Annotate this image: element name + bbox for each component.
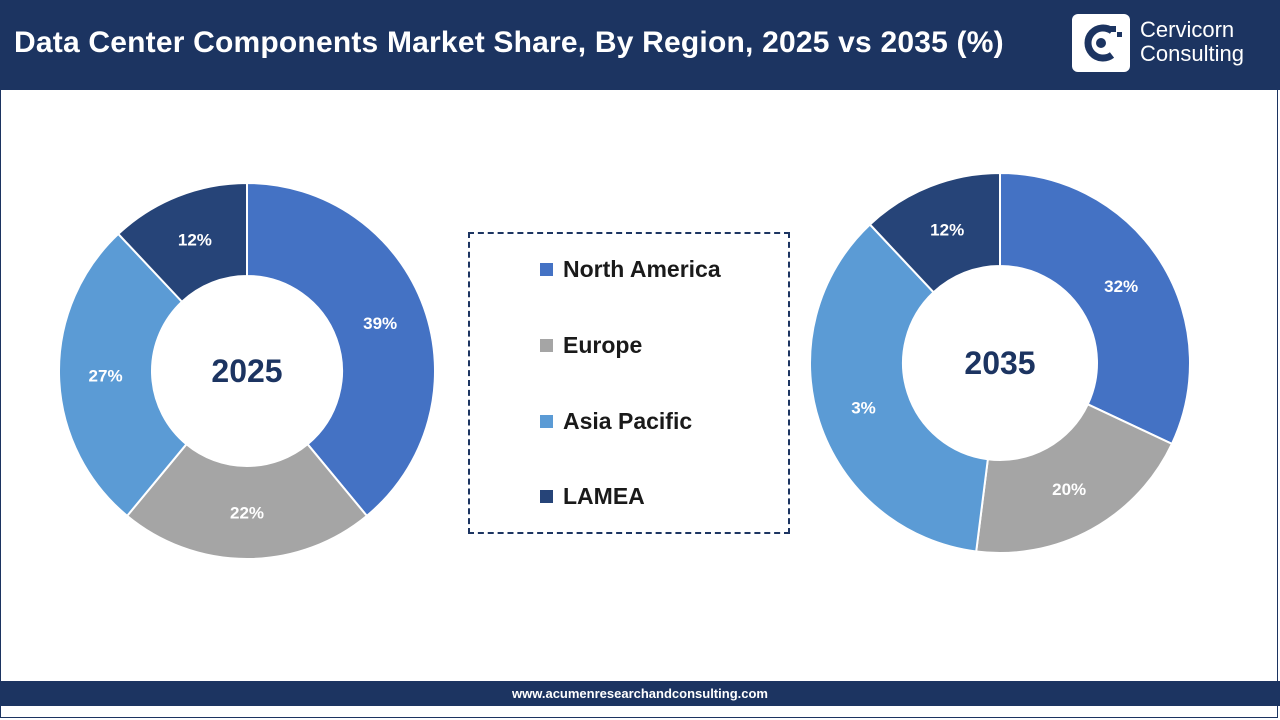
logo-text: Cervicorn Consulting [1140,18,1244,66]
logo-line1: Cervicorn [1140,18,1244,42]
donut-2035-slice-north-america [1000,173,1190,444]
legend-item-asia-pacific: Asia Pacific [540,408,692,435]
donut-2025-label-europe: 22% [230,504,264,523]
page-title: Data Center Components Market Share, By … [14,26,1004,60]
donut-2025-label-north-america: 39% [363,314,397,333]
donut-2025-label-lamea: 12% [178,230,212,249]
donut-2035-label-europe: 20% [1052,480,1086,499]
logo-line2: Consulting [1140,42,1244,66]
donut-2025-center-label: 2025 [211,353,282,389]
legend-label-europe: Europe [563,332,642,359]
legend-item-north-america: North America [540,256,721,283]
legend-label-lamea: LAMEA [563,483,645,510]
header-bar: Data Center Components Market Share, By … [0,0,1280,90]
legend-label-asia-pacific: Asia Pacific [563,408,692,435]
donut-2025-label-asia-pacific: 27% [89,366,123,385]
legend-item-europe: Europe [540,332,642,359]
donut-2035-label-lamea: 12% [930,221,964,240]
legend-item-lamea: LAMEA [540,483,645,510]
legend-swatch-asia-pacific [540,415,553,428]
donut-2035-label-asia-pacific: 3% [851,398,876,417]
legend-swatch-north-america [540,263,553,276]
legend: North America Europe Asia Pacific LAMEA [468,232,790,534]
donut-2035-center-label: 2035 [964,345,1035,381]
legend-label-north-america: North America [563,256,721,283]
cervicorn-logo-icon [1072,14,1130,72]
footer-url: www.acumenresearchandconsulting.com [0,681,1280,706]
donut-2035-label-north-america: 32% [1104,277,1138,296]
legend-swatch-lamea [540,490,553,503]
legend-swatch-europe [540,339,553,352]
